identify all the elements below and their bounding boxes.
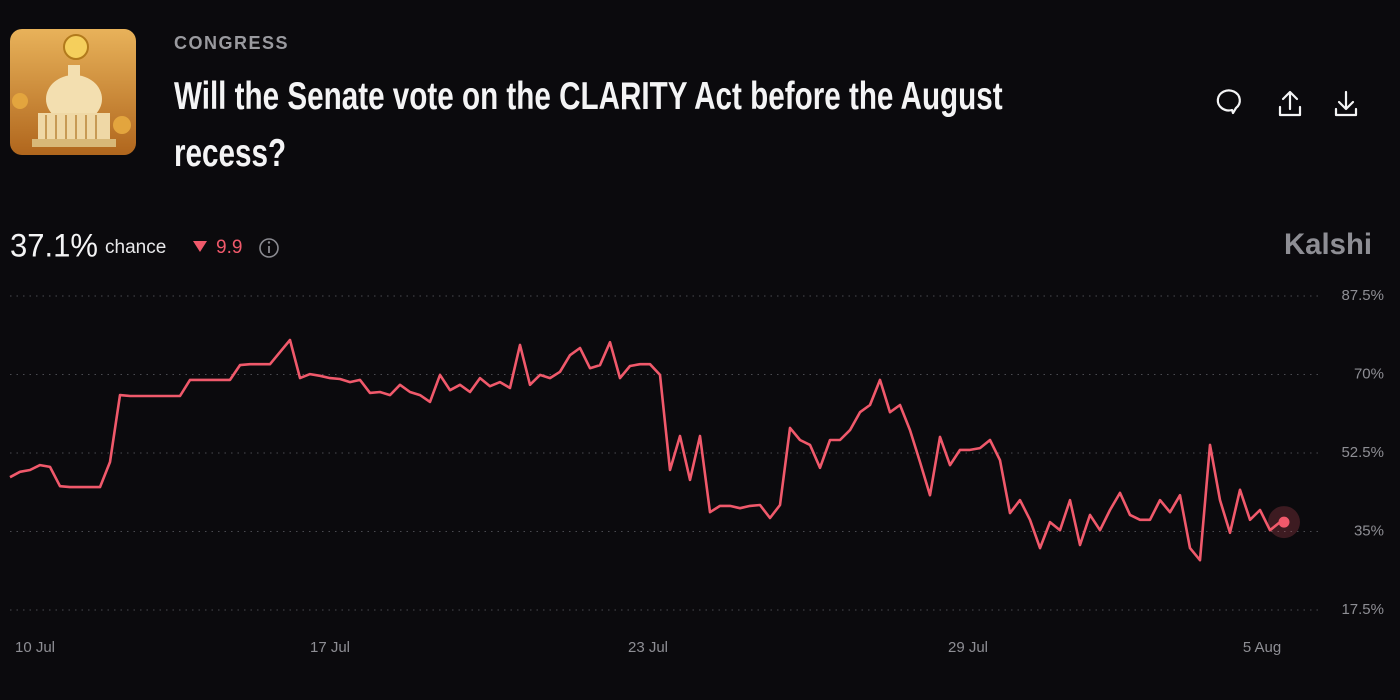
y-tick-label: 87.5% (1341, 287, 1384, 304)
brand: Kalshi (1284, 228, 1372, 261)
x-tick-label: 5 Aug (1243, 639, 1281, 656)
price-line (9, 338, 1281, 562)
info-icon[interactable] (259, 238, 279, 258)
chance-label: chance (105, 237, 166, 258)
end-halo (1268, 506, 1300, 539)
y-tick-label: 70% (1354, 365, 1384, 382)
change-value: 9.9 (216, 237, 242, 258)
y-tick-label: 52.5% (1341, 444, 1384, 461)
chance-value: 37.1% (10, 227, 98, 263)
x-tick-label: 23 Jul (628, 639, 668, 656)
x-tick-label: 17 Jul (310, 639, 350, 656)
y-tick-label: 35% (1354, 522, 1384, 539)
category: CONGRESS (174, 33, 290, 53)
change-arrow (193, 241, 207, 252)
market-thumbnail (10, 29, 136, 155)
action-icons (1216, 89, 1358, 117)
share-button[interactable] (1278, 90, 1302, 117)
x-tick-label: 10 Jul (15, 639, 55, 656)
download-button[interactable] (1334, 90, 1358, 117)
end-dot (1278, 516, 1290, 528)
x-tick-label: 29 Jul (948, 639, 988, 656)
y-tick-label: 17.5% (1341, 601, 1384, 618)
market-title: Will the Senate vote on the CLARITY Act … (174, 75, 1003, 175)
comment-button[interactable] (1216, 89, 1241, 115)
